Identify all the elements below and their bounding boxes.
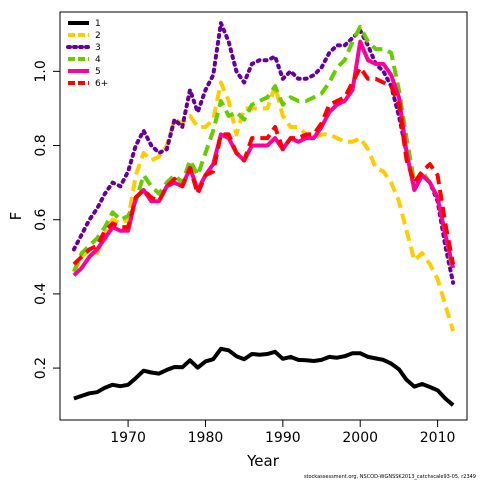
series-line-1	[73, 346, 455, 407]
y-tick-label: 0.6	[33, 208, 49, 230]
x-tick-label: 2000	[342, 430, 378, 446]
series-line-6	[72, 65, 456, 266]
legend-label-2: 2	[95, 31, 101, 41]
series-line-5	[72, 39, 456, 277]
legend-label-4: 4	[95, 55, 101, 65]
legend-label-3: 3	[95, 43, 101, 53]
series-line-4	[72, 24, 456, 273]
y-tick-label: 0.2	[33, 357, 49, 379]
legend-label-5: 5	[95, 67, 101, 77]
plot-frame	[59, 11, 468, 421]
x-tick-label: 2010	[420, 430, 456, 446]
x-tick-label: 1990	[265, 430, 301, 446]
legend: 1 2 3 4 5 6+	[66, 19, 108, 89]
x-axis-label: Year	[246, 452, 280, 470]
y-tick-label: 0.8	[33, 134, 49, 156]
x-tick-label: 1980	[188, 430, 224, 446]
y-tick-label: 0.4	[33, 283, 49, 305]
legend-label-6: 6+	[95, 79, 108, 89]
series-line-3	[71, 21, 456, 285]
y-tick-label: 1.0	[33, 60, 49, 82]
axes-layer: 1970 1980 1990 2000 2010 0.2 0.4 0.6 0.8 1.0	[33, 60, 455, 446]
x-tick-label: 1970	[110, 430, 146, 446]
series-layer	[71, 21, 456, 407]
series-line-2	[72, 80, 456, 332]
footnote: stockassessment.org, NSCOD-WGNSSK2013_ca…	[304, 474, 476, 480]
legend-label-1: 1	[95, 19, 101, 29]
y-axis-label: F	[7, 212, 25, 221]
